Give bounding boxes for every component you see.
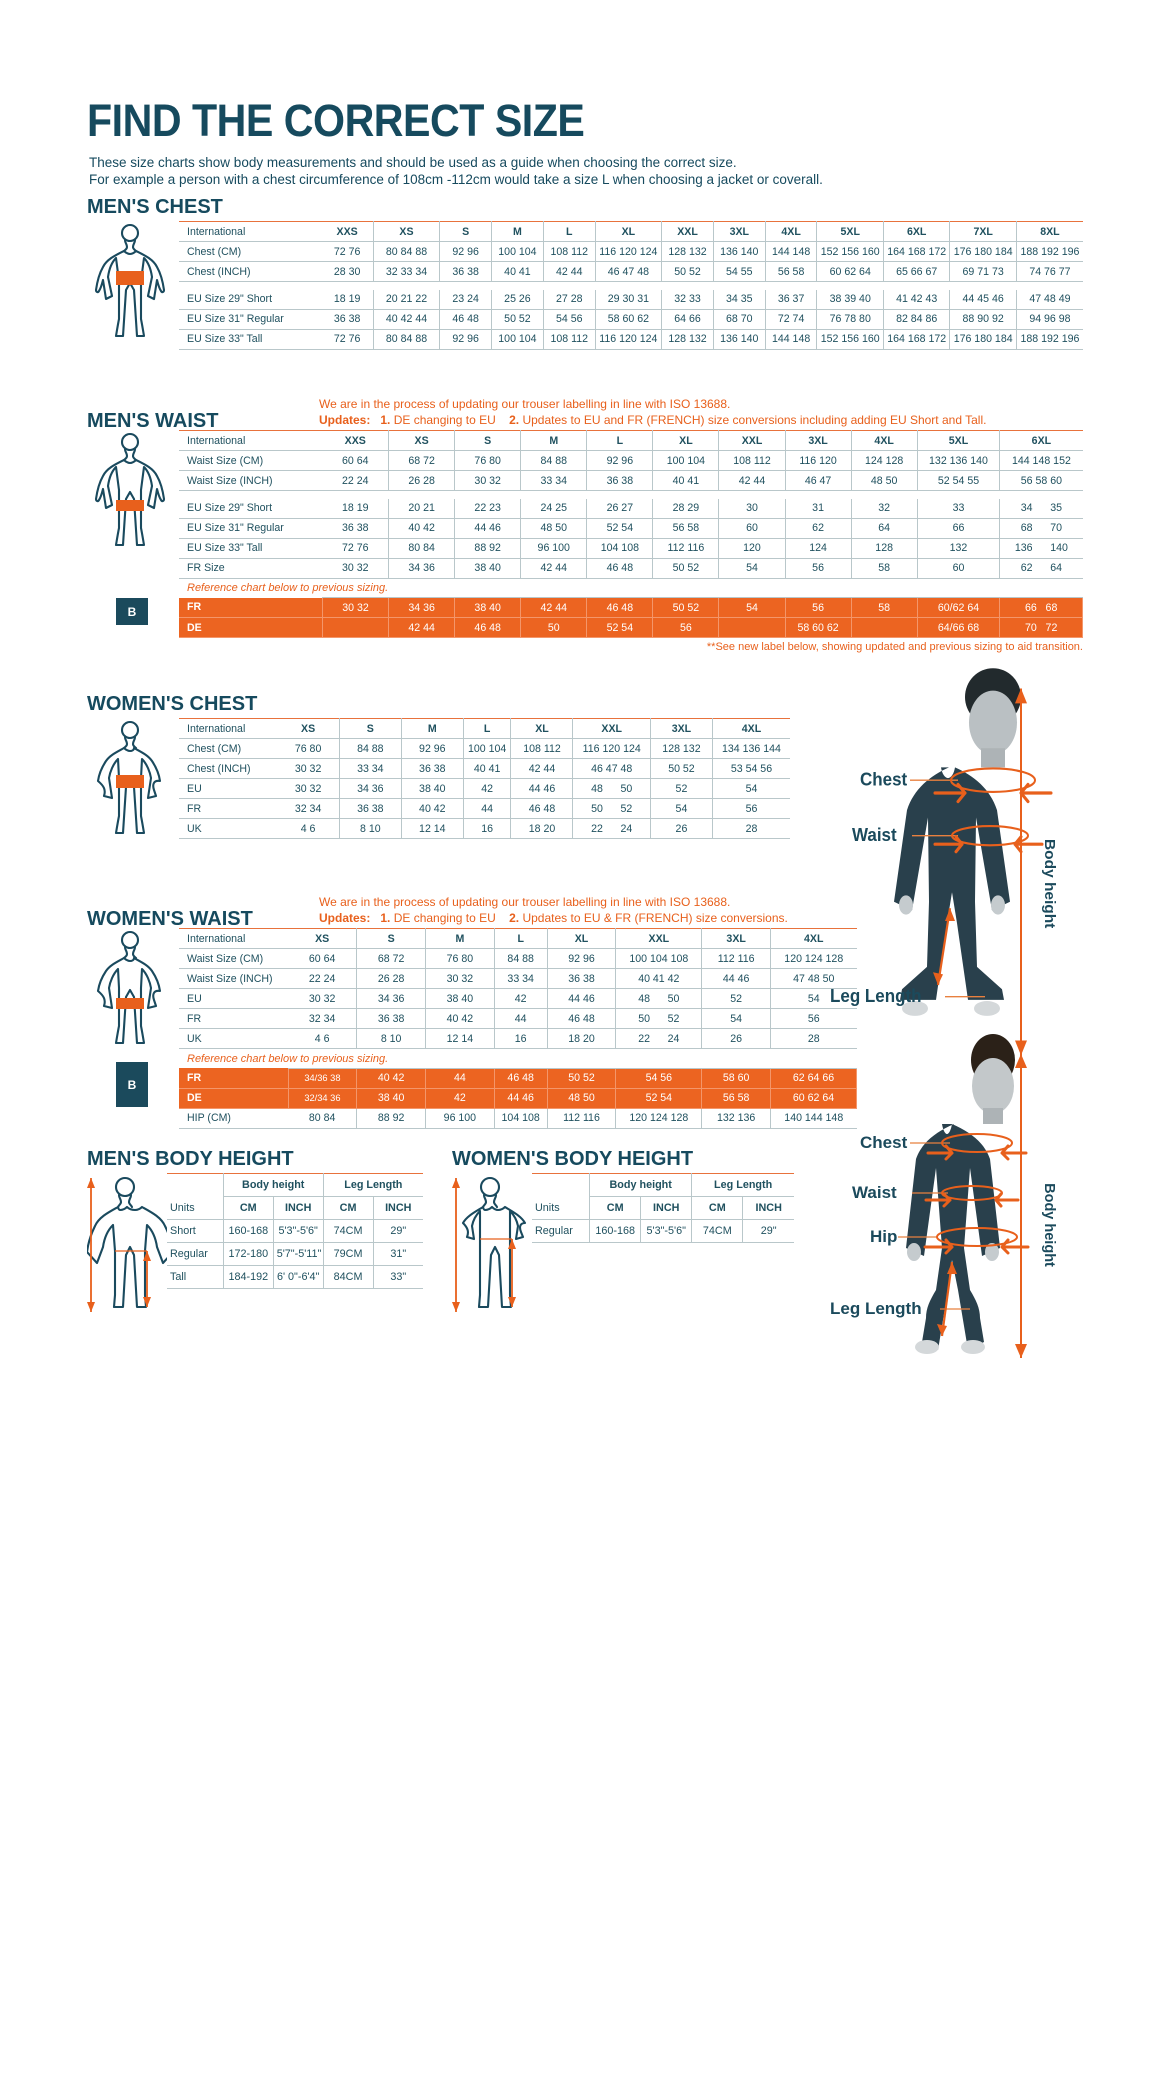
svg-text:Waist: Waist [852,1183,897,1202]
svg-text:Body height: Body height [1041,839,1057,928]
svg-text:Leg Length: Leg Length [830,986,922,1007]
svg-text:Waist: Waist [852,824,897,845]
svg-text:Leg Length: Leg Length [830,1299,922,1318]
svg-text:Chest: Chest [860,769,907,790]
svg-text:Body height: Body height [1041,1183,1057,1267]
svg-text:Chest: Chest [860,1133,908,1152]
svg-text:Hip: Hip [870,1227,897,1246]
